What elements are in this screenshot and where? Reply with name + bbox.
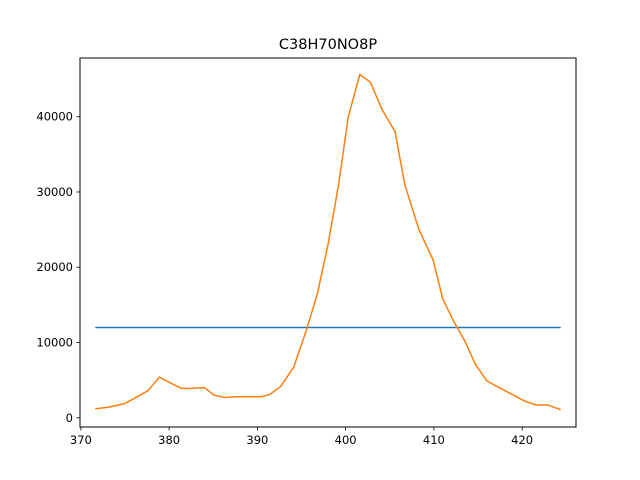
series-1-point — [246, 395, 249, 398]
series-1-point — [158, 376, 161, 378]
series-1-point — [559, 408, 561, 411]
series-1-point — [524, 400, 526, 402]
plot-area — [95, 73, 561, 411]
series-1-point — [223, 396, 226, 399]
series-1-point — [180, 387, 183, 390]
series-1-point — [404, 183, 406, 186]
series-1-point — [235, 395, 237, 398]
x-tick-label: 380 — [158, 433, 180, 447]
series-1-point — [170, 382, 172, 384]
x-tick-label: 400 — [335, 433, 357, 447]
series-1-point — [535, 404, 538, 406]
x-tick-label: 420 — [511, 433, 533, 447]
series-1-point — [292, 366, 295, 369]
series-1-point — [279, 386, 282, 388]
series-1-point — [147, 389, 149, 392]
series-1-point — [191, 387, 193, 390]
x-tick-label: 390 — [246, 433, 268, 447]
series-1-line — [95, 73, 561, 411]
series-1-point — [394, 131, 396, 133]
series-1-point — [464, 340, 466, 342]
series-1-point — [474, 363, 477, 366]
x-tick-label: 410 — [423, 433, 445, 447]
series-1-point — [547, 404, 549, 406]
series-1-point — [441, 298, 444, 300]
series-1-point — [203, 386, 206, 389]
series-1-point — [509, 392, 512, 395]
series-1-point — [213, 394, 215, 396]
series-1-point — [347, 115, 350, 118]
series-1-point — [269, 393, 271, 396]
series-1-point — [124, 402, 126, 405]
series-1-point — [306, 328, 308, 330]
series-1-point — [260, 395, 262, 398]
series-1-point — [107, 406, 109, 408]
series-0-point — [95, 326, 97, 329]
series-1-point — [369, 81, 372, 83]
series-1-point — [327, 243, 329, 246]
series-1-point — [381, 108, 383, 110]
chart-title: C38H70NO8P — [279, 37, 377, 53]
series-1-point — [498, 386, 500, 389]
y-tick-label: 30000 — [36, 185, 73, 199]
series-1-point — [95, 408, 97, 410]
series-1-point — [316, 292, 319, 295]
axes-frame — [79, 57, 577, 428]
y-tick-label: 0 — [66, 411, 73, 425]
x-tick-label: 370 — [70, 433, 92, 447]
y-tick-label: 10000 — [36, 336, 73, 350]
series-1-point — [359, 73, 361, 76]
series-1-point — [452, 319, 455, 322]
series-1-point — [432, 258, 434, 261]
series-0-point — [559, 326, 561, 329]
series-1-point — [418, 228, 420, 231]
y-tick-label: 20000 — [36, 260, 73, 274]
y-tick-label: 40000 — [36, 110, 73, 124]
series-1-point — [337, 183, 340, 186]
series-1-point — [486, 380, 488, 382]
